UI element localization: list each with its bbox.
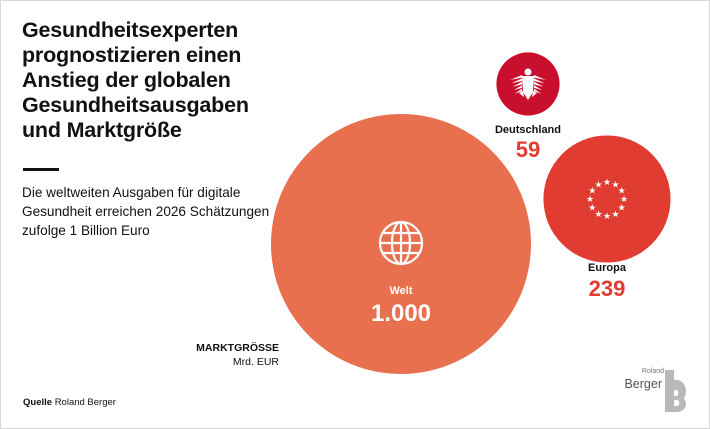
eu-star: ★ [620, 195, 628, 205]
chart-title: Gesundheitsexperten prognostizieren eine… [22, 18, 249, 142]
eu-stars-icon: ★ ★★★★★★★★★★★ [586, 178, 628, 222]
eu-star: ★ [588, 204, 596, 214]
logo-small-text: Roland [641, 368, 664, 375]
unit-value: Mrd. EUR [232, 356, 279, 368]
eu-star: ★ [611, 181, 619, 191]
eu-star: ★ [603, 178, 611, 188]
chart-subtitle: Die weltweiten Ausgaben für digitale Ges… [22, 185, 270, 238]
globe-icon [378, 220, 424, 266]
bubble-label-deutschland: Deutschland [495, 124, 561, 136]
eu-star: ★ [618, 204, 626, 214]
source-text: Roland Berger [54, 397, 116, 408]
unit-title: MARKTGRÖSSE [196, 342, 279, 354]
roland-berger-logo: Roland Berger [618, 368, 688, 414]
source-note: Quelle Roland Berger [23, 397, 116, 408]
bubble-value-deutschland: 59 [516, 137, 540, 162]
bubble-value-welt: 1.000 [371, 300, 431, 327]
federal-eagle-icon [510, 68, 546, 100]
unit-label: MARKTGRÖSSE Mrd. EUR [160, 341, 279, 369]
eu-star: ★ [611, 210, 619, 220]
logo-b-icon [665, 370, 686, 412]
eu-star: ★ [594, 210, 602, 220]
eu-star: ★ [586, 195, 594, 205]
eu-star: ★ [603, 212, 611, 222]
eu-star: ★ [588, 187, 596, 197]
logo-big-text: Berger [624, 377, 662, 391]
bubble-label-welt: Welt [389, 285, 412, 297]
source-label: Quelle [23, 397, 53, 408]
eu-star: ★ [618, 187, 626, 197]
bubble-welt: Welt 1.000 [271, 114, 531, 374]
eu-star: ★ [594, 181, 602, 191]
bubble-value-europa: 239 [589, 276, 626, 301]
bubble-circle-europa [543, 135, 671, 263]
title-rule [23, 168, 59, 171]
bubble-label-europa: Europa [588, 262, 627, 274]
